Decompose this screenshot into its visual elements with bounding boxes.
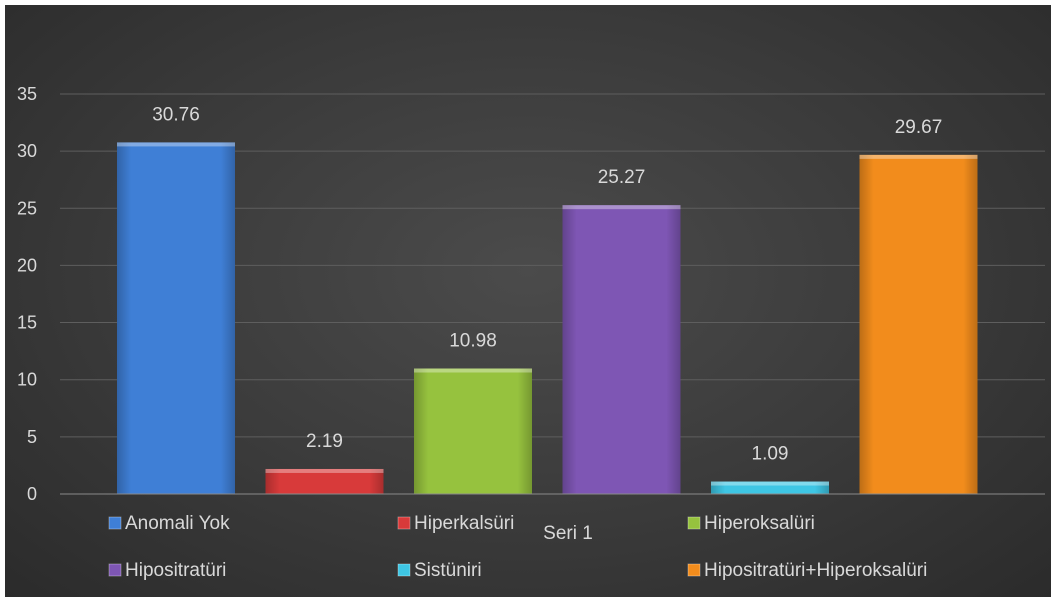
legend-item: Anomali Yok [108,513,230,534]
legend-label: Anomali Yok [125,513,230,534]
bar-shading [859,154,978,495]
bar-anomali-yok [117,142,235,494]
legend-swatch [108,516,122,530]
data-label: 10.98 [449,330,497,351]
legend-label: Hipositratüri [125,560,226,581]
legend-swatch [108,563,122,577]
bar-shading [414,368,532,494]
bar-top-bevel [265,468,384,473]
legend-swatch [687,516,701,530]
data-label: 30.76 [152,104,200,125]
legend-label: Sistüniri [414,560,482,581]
legend-label: Hiperoksalüri [704,513,815,534]
bar-shading [265,468,384,494]
bar-shading [562,205,681,495]
legend-item: Hiperkalsüri [397,513,514,534]
y-tick-label: 15 [17,313,37,333]
bar-hipositrat-ri-hiperoksal-ri [859,154,978,495]
data-label: 29.67 [895,117,943,138]
category-label: Seri 1 [543,523,593,544]
bar-sist-niri [711,481,829,494]
y-tick-label: 10 [17,370,37,390]
bar-shading [117,142,235,494]
data-labels: 30.76 2.19 10.98 25.27 1.09 29.67 [152,104,942,464]
legend-item: Hipositratüri [108,560,226,581]
y-tick-label: 25 [17,198,37,218]
data-label: 25.27 [598,167,646,188]
y-tick-label: 20 [17,255,37,275]
bar-hiperkals-ri [265,468,384,494]
bar-top-bevel [859,154,978,159]
legend-item: Hipositratüri+Hiperoksalüri [687,560,927,581]
bar-top-bevel [562,205,681,210]
y-tick-label: 30 [17,141,37,161]
legend-item: Sistüniri [397,560,482,581]
bar-hiperoksal-ri [414,368,532,494]
legend-label: Hipositratüri+Hiperoksalüri [704,560,927,581]
bar-top-bevel [117,142,235,147]
legend-swatch [687,563,701,577]
legend-swatch [397,563,411,577]
bar-chart: 0 5 10 15 20 25 30 35 30.76 2.19 10.98 25.27 1.09 29… [17,84,1045,581]
bar-hipositrat-ri [562,205,681,495]
bars [117,142,978,495]
bar-top-bevel [414,368,532,373]
y-tick-label: 35 [17,84,37,104]
bar-shading [711,481,829,494]
legend-swatch [397,516,411,530]
y-tick-label: 0 [27,484,37,504]
y-axis-ticks: 0 5 10 15 20 25 30 35 [17,84,37,504]
data-label: 2.19 [306,431,343,452]
y-tick-label: 5 [27,427,37,447]
legend-label: Hiperkalsüri [414,513,514,534]
legend: Anomali Yok Hiperkalsüri Hiperoksalüri Hipo… [108,513,927,581]
bar-top-bevel [711,481,829,486]
chart-area: 0 5 10 15 20 25 30 35 30.76 2.19 10.98 25.27 1.09 29… [5,5,1051,597]
legend-item: Hiperoksalüri [687,513,815,534]
data-label: 1.09 [752,444,789,465]
